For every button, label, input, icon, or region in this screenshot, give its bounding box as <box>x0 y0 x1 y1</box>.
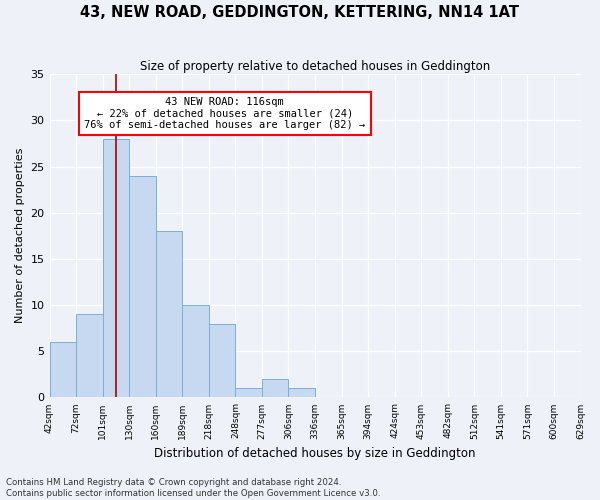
Bar <box>50 342 76 398</box>
Bar <box>289 388 315 398</box>
Text: 43, NEW ROAD, GEDDINGTON, KETTERING, NN14 1AT: 43, NEW ROAD, GEDDINGTON, KETTERING, NN1… <box>80 5 520 20</box>
Bar <box>235 388 262 398</box>
Bar <box>129 176 156 398</box>
Bar <box>209 324 235 398</box>
Y-axis label: Number of detached properties: Number of detached properties <box>15 148 25 324</box>
Bar <box>156 231 182 398</box>
X-axis label: Distribution of detached houses by size in Geddington: Distribution of detached houses by size … <box>154 447 476 460</box>
Title: Size of property relative to detached houses in Geddington: Size of property relative to detached ho… <box>140 60 490 73</box>
Bar <box>262 379 289 398</box>
Bar <box>182 305 209 398</box>
Bar <box>76 314 103 398</box>
Text: Contains HM Land Registry data © Crown copyright and database right 2024.
Contai: Contains HM Land Registry data © Crown c… <box>6 478 380 498</box>
Bar <box>103 139 129 398</box>
Text: 43 NEW ROAD: 116sqm
← 22% of detached houses are smaller (24)
76% of semi-detach: 43 NEW ROAD: 116sqm ← 22% of detached ho… <box>84 97 365 130</box>
